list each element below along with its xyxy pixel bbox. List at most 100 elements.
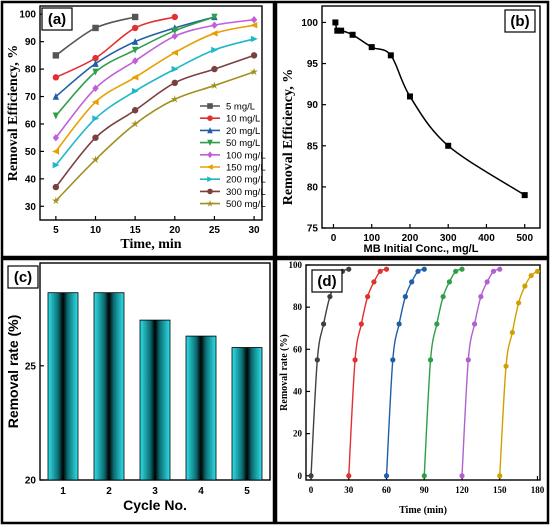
y-tick-label: 90 xyxy=(25,37,37,48)
cycle-curve-4 xyxy=(423,268,463,476)
data-point xyxy=(92,134,99,141)
x-tick-label: 20 xyxy=(169,225,181,236)
legend-marker xyxy=(207,151,213,159)
legend-label: 150 mg/L xyxy=(226,163,266,174)
data-point xyxy=(396,321,402,327)
data-point xyxy=(371,279,377,285)
data-point xyxy=(334,27,341,34)
y-tick-label: 50 xyxy=(25,147,37,158)
data-point xyxy=(250,67,259,76)
bar-cycle-1 xyxy=(47,292,79,481)
data-point xyxy=(171,79,178,87)
y-tick-label: 100 xyxy=(289,260,303,270)
cycle-curve-5 xyxy=(461,268,500,476)
data-point xyxy=(211,65,218,73)
y-tick-label: 60 xyxy=(293,344,303,354)
data-point xyxy=(52,183,60,191)
data-point xyxy=(91,98,99,106)
data-point xyxy=(131,13,139,21)
series-line-6 xyxy=(55,38,255,166)
x-tick-label: 10 xyxy=(90,225,102,236)
data-point xyxy=(211,21,218,29)
data-point xyxy=(402,294,408,300)
y-tick-label: 0 xyxy=(298,471,303,481)
x-tick-label: 180 xyxy=(531,485,545,495)
data-point xyxy=(210,30,218,37)
y-tick-label: 20 xyxy=(293,429,303,439)
legend-marker xyxy=(207,127,213,134)
x-tick-label: 30 xyxy=(344,485,354,495)
y-tick-label: 90 xyxy=(307,100,319,111)
x-tick-label: 30 xyxy=(249,225,261,236)
x-tick-label: 25 xyxy=(209,225,221,236)
data-point xyxy=(453,268,459,274)
data-point xyxy=(471,321,478,327)
data-point xyxy=(440,294,446,300)
data-point xyxy=(91,155,100,164)
data-point xyxy=(52,112,60,120)
data-point xyxy=(459,473,465,479)
data-point xyxy=(52,133,60,142)
data-point xyxy=(131,46,139,54)
y-tick-label: 70 xyxy=(25,92,37,103)
legend-label: 200 mg/L xyxy=(226,175,266,186)
data-point xyxy=(368,44,375,51)
data-point xyxy=(52,148,60,155)
bar-cycle-3 xyxy=(139,319,171,481)
panel-label-d: (d) xyxy=(317,273,336,290)
data-point xyxy=(484,279,490,285)
data-point xyxy=(383,473,390,479)
panel-label-c: (c) xyxy=(14,269,32,286)
x-tick-label: 500 xyxy=(516,233,533,244)
data-point xyxy=(250,16,258,24)
y-tick-label: 80 xyxy=(25,65,37,76)
data-point xyxy=(434,321,440,327)
data-point xyxy=(349,31,356,38)
data-point xyxy=(415,268,421,274)
cycle-curve-3 xyxy=(385,268,425,476)
data-point xyxy=(421,266,427,272)
data-point xyxy=(131,87,139,95)
x-tick-label: 0 xyxy=(309,485,314,495)
data-point xyxy=(131,57,139,65)
data-point xyxy=(131,24,139,32)
x-tick-label: 4 xyxy=(198,486,204,497)
x-tick-label: 120 xyxy=(455,485,469,495)
x-tick-label: 3 xyxy=(152,486,158,497)
data-point xyxy=(332,19,339,26)
data-point xyxy=(522,283,528,289)
x-axis-label: Time (min) xyxy=(399,505,447,516)
data-point xyxy=(445,142,452,149)
y-tick-label: 80 xyxy=(293,302,303,312)
legend-label: 20 mg/L xyxy=(226,126,260,137)
bar-cycle-2 xyxy=(93,292,125,481)
x-tick-label: 100 xyxy=(363,233,380,244)
legend-marker xyxy=(207,188,213,195)
x-axis-label: Time, min xyxy=(120,237,181,252)
legend-marker xyxy=(207,176,214,182)
data-point xyxy=(131,74,139,81)
data-point xyxy=(131,119,140,128)
data-point xyxy=(250,35,258,43)
series-line-1 xyxy=(55,16,175,79)
y-tick-label: 100 xyxy=(301,18,318,29)
y-axis-label: Removal rate (%) xyxy=(5,315,21,429)
bar-cycle-5 xyxy=(231,347,263,481)
x-tick-label: 0 xyxy=(331,233,337,244)
data-point xyxy=(365,294,371,300)
data-point xyxy=(171,65,179,73)
data-point xyxy=(327,294,333,300)
panel-c-frame xyxy=(0,257,276,525)
data-point xyxy=(250,22,258,29)
legend-label: 300 mg/L xyxy=(226,187,266,198)
panel-label-d-box xyxy=(311,269,343,293)
data-point xyxy=(446,279,453,285)
x-tick-label: 150 xyxy=(493,485,507,495)
x-tick-label: 200 xyxy=(402,233,419,244)
data-point xyxy=(346,266,352,272)
data-point xyxy=(516,300,522,306)
legend-marker xyxy=(207,139,213,146)
data-point xyxy=(92,68,99,76)
